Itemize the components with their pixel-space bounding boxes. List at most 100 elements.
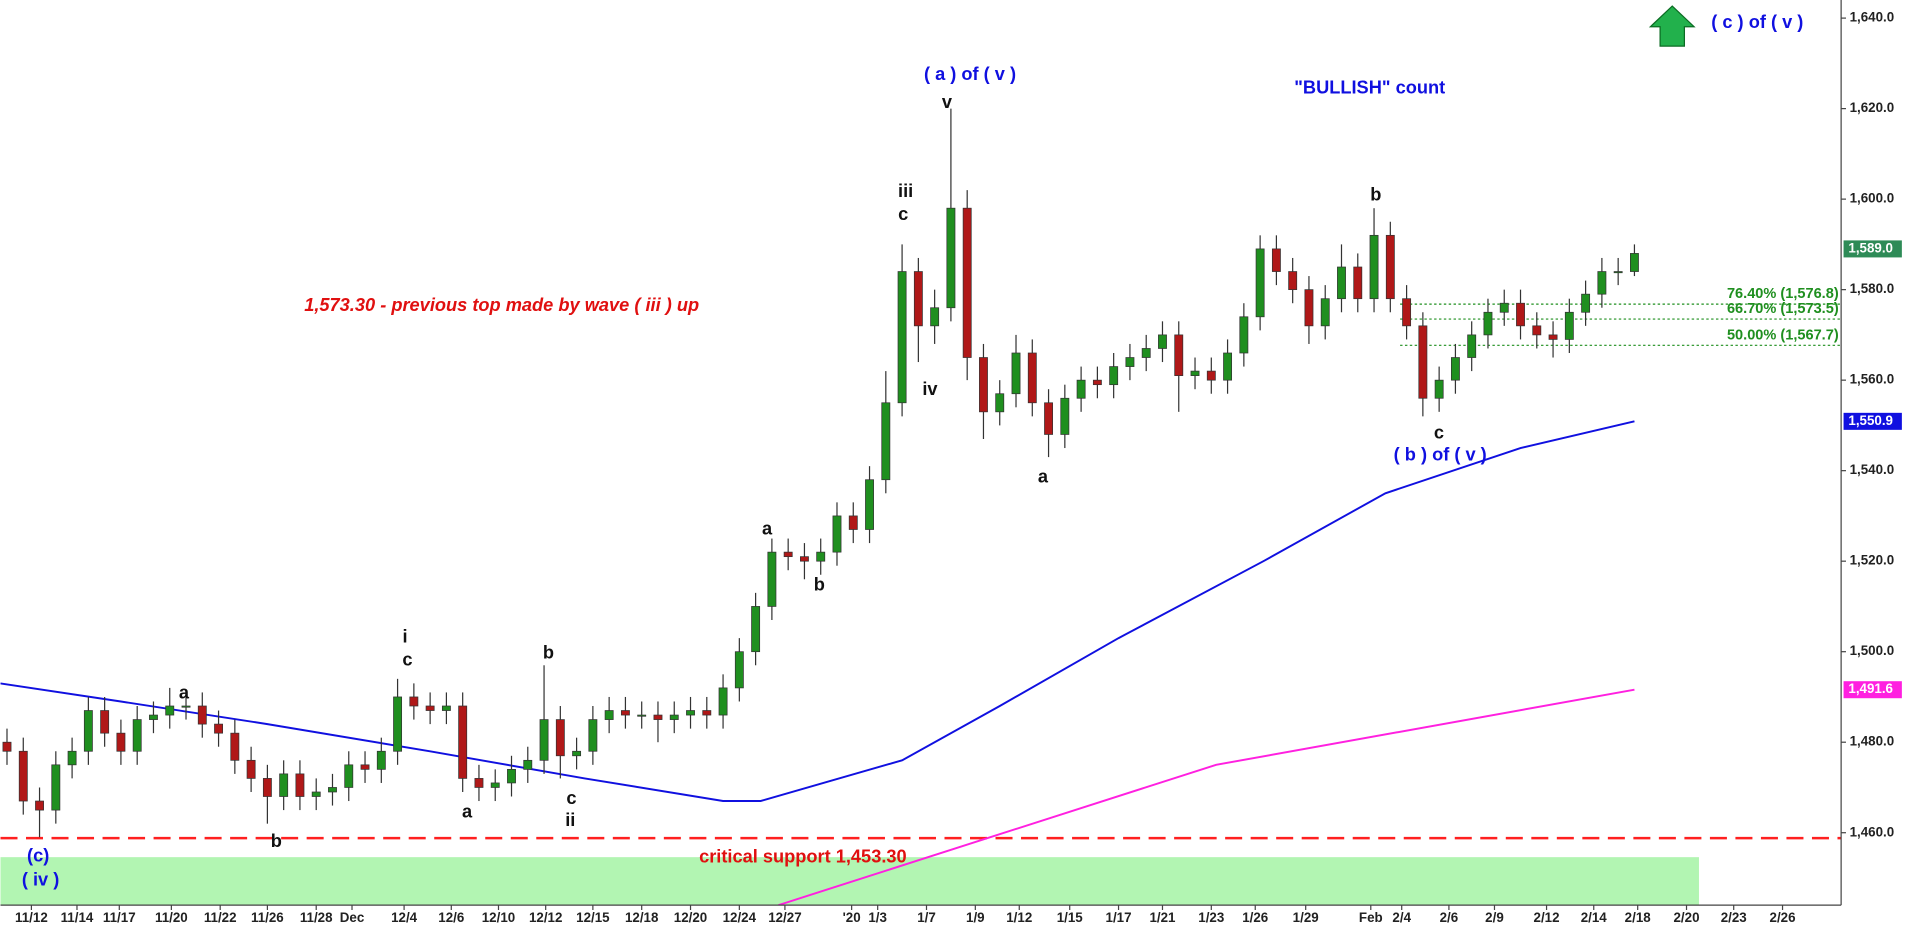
candle-body bbox=[1027, 352, 1037, 404]
candle-body bbox=[669, 714, 679, 720]
candle-body bbox=[1141, 348, 1151, 358]
candle-body bbox=[995, 393, 1005, 413]
candle-body bbox=[848, 515, 858, 530]
candle-body bbox=[83, 710, 93, 752]
candle-body bbox=[946, 207, 956, 309]
annotation: c bbox=[566, 788, 576, 808]
candle-body bbox=[653, 714, 663, 720]
candle-body bbox=[1402, 298, 1412, 327]
candle-body bbox=[1206, 370, 1216, 381]
annotation: iv bbox=[922, 379, 938, 399]
x-tick-label: 1/26 bbox=[1242, 910, 1268, 925]
candle-body bbox=[1190, 370, 1200, 376]
x-tick-label: 12/4 bbox=[391, 910, 418, 925]
price-label: 1,550.9 bbox=[1848, 413, 1893, 428]
x-tick-label: 1/3 bbox=[868, 910, 887, 925]
fib-label: 66.70% (1,573.5) bbox=[1727, 301, 1839, 317]
candle-body bbox=[1320, 298, 1330, 327]
candle-body bbox=[767, 551, 777, 607]
candle-body bbox=[279, 773, 289, 797]
candle-body bbox=[572, 750, 582, 757]
candle-body bbox=[1483, 311, 1493, 336]
candle-body bbox=[1044, 402, 1053, 435]
annotation: ii bbox=[565, 810, 575, 830]
candle-body bbox=[913, 271, 923, 327]
x-tick-label: 12/24 bbox=[723, 910, 757, 925]
y-tick-label: 1,520.0 bbox=[1850, 553, 1895, 568]
candle-body bbox=[441, 705, 451, 711]
y-tick-label: 1,540.0 bbox=[1850, 462, 1895, 477]
annotation: i bbox=[403, 627, 408, 647]
x-tick-label: 1/17 bbox=[1106, 910, 1132, 925]
candle-body bbox=[1011, 352, 1021, 395]
candle-body bbox=[311, 791, 321, 797]
candle-body bbox=[539, 719, 549, 761]
x-tick-label: 11/20 bbox=[155, 910, 188, 925]
price-label: 1,589.0 bbox=[1848, 240, 1893, 255]
candle-body bbox=[1434, 379, 1444, 399]
candle-body bbox=[1581, 293, 1591, 313]
annotation: a bbox=[1038, 466, 1049, 486]
annotation: a bbox=[179, 683, 190, 703]
candle-body bbox=[1369, 234, 1379, 300]
candle-body bbox=[1516, 302, 1525, 327]
candle-body bbox=[409, 696, 419, 707]
candle-body bbox=[1174, 334, 1184, 376]
annotation: v bbox=[942, 92, 953, 112]
x-tick-label: 12/27 bbox=[768, 910, 801, 925]
candle-body bbox=[1613, 271, 1623, 274]
candle-body bbox=[897, 271, 907, 404]
candle-body bbox=[1630, 253, 1639, 272]
candle-body bbox=[18, 750, 28, 802]
candle-body bbox=[1385, 234, 1395, 300]
candle-body bbox=[1060, 397, 1070, 435]
candle-body bbox=[1304, 289, 1314, 327]
x-tick-label: 2/6 bbox=[1440, 910, 1459, 925]
candle-body bbox=[718, 687, 728, 716]
candle-body bbox=[100, 710, 110, 734]
candle-body bbox=[637, 714, 647, 717]
candle-body bbox=[1092, 379, 1102, 386]
annotation: c bbox=[402, 650, 412, 670]
y-tick-label: 1,560.0 bbox=[1850, 372, 1895, 387]
y-tick-label: 1,500.0 bbox=[1850, 643, 1895, 658]
candle-body bbox=[490, 782, 500, 788]
fib-label: 76.40% (1,576.8) bbox=[1727, 286, 1839, 302]
candle-body bbox=[360, 764, 370, 770]
x-tick-label: 2/18 bbox=[1625, 910, 1652, 925]
candle-body bbox=[132, 719, 142, 752]
annotation: (c) bbox=[27, 845, 49, 865]
x-tick-label: 1/12 bbox=[1006, 910, 1032, 925]
candle-body bbox=[1499, 302, 1509, 313]
x-tick-label: 12/20 bbox=[674, 910, 707, 925]
arrow-icon bbox=[1648, 5, 1696, 47]
candle-body bbox=[1239, 316, 1249, 354]
x-tick-label: 11/14 bbox=[61, 910, 94, 925]
x-tick-label: 12/12 bbox=[529, 910, 562, 925]
annotation: critical support 1,453.30 bbox=[699, 847, 907, 867]
annotation: ( c ) of ( v ) bbox=[1711, 12, 1803, 32]
candle-body bbox=[344, 764, 354, 788]
candle-body bbox=[751, 606, 761, 653]
x-tick-label: 2/26 bbox=[1770, 910, 1796, 925]
annotation: iii bbox=[898, 181, 913, 201]
annotation: 1,573.30 - previous top made by wave ( i… bbox=[304, 295, 699, 315]
candle-body bbox=[1109, 366, 1119, 386]
candle-body bbox=[588, 719, 598, 752]
candle-body bbox=[165, 705, 175, 716]
candle-body bbox=[1467, 334, 1477, 358]
y-tick-label: 1,580.0 bbox=[1850, 281, 1895, 296]
x-tick-label: 11/22 bbox=[204, 910, 237, 925]
candle-body bbox=[800, 556, 809, 562]
candle-body bbox=[816, 551, 826, 562]
moving-average bbox=[0, 420, 1635, 802]
x-tick-label: 2/12 bbox=[1534, 910, 1560, 925]
candle-body bbox=[1450, 357, 1460, 381]
candle-body bbox=[979, 357, 988, 413]
candle-body bbox=[1255, 248, 1265, 318]
x-tick-label: 2/4 bbox=[1392, 910, 1411, 925]
x-tick-label: '20 bbox=[843, 910, 861, 925]
x-tick-label: 11/26 bbox=[251, 910, 284, 925]
annotation: c bbox=[1434, 423, 1444, 443]
